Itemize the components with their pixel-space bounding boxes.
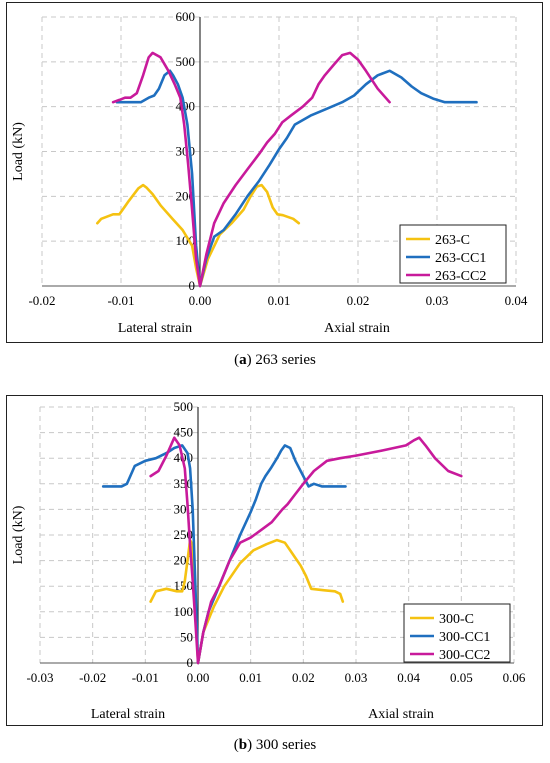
caption-b-label: b	[238, 737, 248, 753]
chart-b-legend-label-300-CC2: 300-CC2	[439, 648, 490, 663]
chart-a-xtick-label: 0.01	[268, 293, 291, 308]
chart-b-ytick-label: 0	[187, 655, 194, 670]
caption-a: (a) 263 series	[234, 352, 316, 368]
chart-a-xtick-label: -0.01	[107, 293, 134, 308]
chart-b-xtick-label: 0.02	[292, 670, 315, 685]
chart-b-ytick-label: 350	[174, 476, 194, 491]
chart-panel-b: -0.03 -0.02 -0.01 0.00 0.01 0.02 0.03 0.04 0.05 0…	[6, 395, 543, 726]
chart-a-ytick-label: 0	[189, 278, 196, 293]
chart-b-series-line-300-CC2	[149, 436, 463, 665]
chart-b-xtick-label: -0.03	[26, 670, 53, 685]
chart-a-xtick-label: -0.02	[28, 293, 55, 308]
chart-b-legend-box	[403, 603, 511, 663]
chart-b-ytick-label: 100	[174, 604, 194, 619]
chart-a-lateral-strain-label: Lateral strain	[118, 321, 192, 336]
chart-a-xtick-label: 0.04	[505, 293, 528, 308]
chart-a-svg: -0.02 -0.01 0.00 0.01 0.02 0.03 0.040100200300…	[11, 9, 528, 336]
chart-a-series-line-263-CC1	[115, 69, 478, 288]
chart-a-y-axis-label: Load (kN)	[11, 122, 26, 181]
chart-a-legend-label-263-C: 263-C	[435, 233, 470, 248]
chart-b-series-line-300-C	[149, 538, 345, 665]
caption-a-label: a	[239, 352, 247, 368]
chart-b-xtick-label: 0.03	[345, 670, 368, 685]
caption-b-text: 300 series	[252, 737, 317, 753]
chart-a-ytick-label: 600	[176, 9, 196, 24]
chart-b-lateral-strain-label: Lateral strain	[91, 707, 165, 722]
chart-a-series-line-263-CC2	[111, 51, 391, 288]
chart-b-xtick-label: -0.02	[79, 670, 106, 685]
chart-a-legend-label-263-CC1: 263-CC1	[435, 251, 486, 266]
chart-a-legend-box	[399, 224, 507, 284]
chart-b-xtick-label: 0.01	[239, 670, 262, 685]
chart-b-ytick-label: 300	[174, 501, 194, 516]
chart-b-xtick-label: 0.06	[503, 670, 526, 685]
chart-a-xtick-label: 0.00	[189, 293, 212, 308]
chart-a-axial-strain-label: Axial strain	[324, 321, 390, 336]
chart-a-legend-label-263-CC2: 263-CC2	[435, 269, 486, 284]
chart-b-ytick-label: 500	[174, 399, 194, 414]
chart-panel-a: -0.02 -0.01 0.00 0.01 0.02 0.03 0.04 0 100 200 300…	[6, 2, 543, 343]
chart-a-xtick-label: 0.02	[347, 293, 370, 308]
chart-a-xtick-label: 0.03	[426, 293, 449, 308]
chart-b-xtick-label: -0.01	[132, 670, 159, 685]
chart-b-xtick-label: 0.04	[397, 670, 420, 685]
chart-b-xtick-label: 0.05	[450, 670, 473, 685]
caption-b: (b) 300 series	[233, 737, 317, 753]
chart-b-axial-strain-label: Axial strain	[368, 707, 434, 722]
chart-a-ytick-label: 500	[176, 54, 196, 69]
chart-b-legend-label-300-C: 300-C	[439, 612, 474, 627]
chart-b-legend-label-300-CC1: 300-CC1	[439, 630, 490, 645]
caption-a-text: 263 series	[251, 352, 316, 368]
chart-b-ytick-label: 50	[180, 629, 193, 644]
chart-b-xtick-label: 0.00	[187, 670, 210, 685]
chart-b-y-axis-label: Load (kN)	[11, 505, 26, 564]
chart-b-ytick-label: 450	[174, 425, 194, 440]
chart-b-svg: -0.03 -0.02 -0.01 0.00 0.01 0.02 0.03 0.04 0.05 0…	[11, 399, 526, 722]
